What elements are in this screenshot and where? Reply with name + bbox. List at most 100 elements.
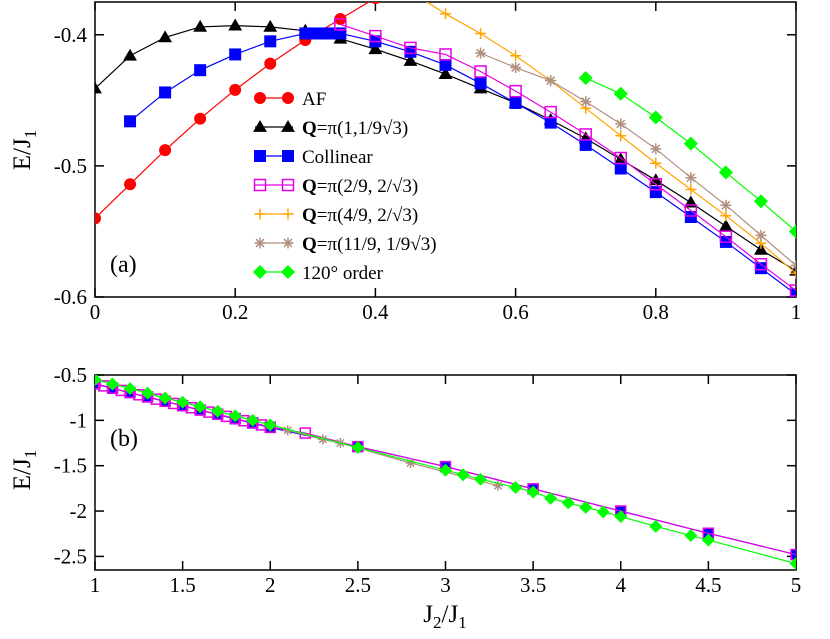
data-point-q2	[544, 105, 557, 119]
legend-item-collinear: Collinear	[254, 147, 373, 168]
series-q4	[282, 425, 504, 491]
data-point-o120	[789, 557, 796, 570]
data-point-q1	[403, 53, 418, 66]
panel-b-series	[95, 375, 796, 570]
legend-item-q3: Q=π(4/9, 2/√3)	[254, 205, 418, 226]
data-point-q4	[405, 457, 416, 468]
legend-label: Q=π(1,1/9√3)	[302, 118, 408, 139]
data-point-q1	[438, 67, 453, 80]
data-point-o120	[788, 224, 796, 239]
data-point-q4	[790, 260, 796, 272]
data-point-q1	[718, 219, 733, 232]
data-point-o120	[456, 468, 470, 482]
data-point-q4	[580, 96, 592, 108]
y-tick-label: -1	[70, 408, 88, 432]
data-point-q2	[404, 41, 417, 55]
data-point-o120	[683, 136, 698, 151]
data-point-q3	[475, 27, 487, 39]
data-point-collinear	[194, 64, 207, 77]
panel-b-label: (b)	[110, 426, 138, 452]
y-tick-label: -2.5	[54, 544, 87, 568]
series-o120	[578, 71, 796, 239]
data-point-o120	[596, 505, 610, 519]
data-point-collinear	[684, 211, 697, 224]
data-point-q3	[790, 267, 796, 279]
data-point-collinear	[579, 138, 592, 151]
x-tick-label: 4	[616, 573, 627, 597]
data-point-q4	[475, 47, 487, 59]
data-point-collinear	[790, 288, 796, 297]
x-tick-label: 1	[90, 573, 101, 597]
data-point-q1	[158, 30, 173, 43]
data-point-af	[95, 212, 101, 225]
legend-item-q4: Q=π(11/9, 1/9√3)	[254, 234, 437, 255]
data-point-collinear	[544, 116, 557, 129]
x-tick-label: 1	[791, 300, 802, 324]
data-point-o120	[193, 400, 207, 414]
data-point-q2	[509, 84, 522, 98]
data-point-o120	[701, 533, 715, 547]
legend-label: Collinear	[302, 147, 373, 168]
legend-label: Q=π(4/9, 2/√3)	[302, 205, 418, 226]
legend-label: AF	[302, 89, 326, 110]
data-point-o120	[474, 472, 488, 486]
data-point-q1	[754, 242, 768, 255]
x-tick-label: 1.5	[170, 573, 196, 597]
data-point-q4	[282, 425, 293, 436]
x-tick-label: 3.5	[520, 573, 546, 597]
data-point-q1	[228, 18, 243, 31]
data-point-q1	[368, 42, 383, 55]
data-point-q2	[790, 548, 796, 561]
data-point-q2	[474, 65, 487, 78]
legend-label: Q=π(2/9, 2/√3)	[302, 176, 418, 197]
data-point-o120	[141, 386, 155, 400]
series-collinear	[124, 27, 796, 297]
series-line-collinear	[129, 32, 796, 295]
legend-marker	[282, 150, 294, 162]
legend-marker	[254, 150, 266, 162]
legend-marker	[252, 264, 268, 280]
data-point-q3	[440, 8, 451, 20]
x-tick-label: 2	[265, 573, 276, 597]
data-point-af	[124, 178, 137, 191]
panel-a-frame	[94, 1, 797, 298]
data-point-o120	[176, 395, 190, 409]
legend-marker	[281, 119, 295, 132]
x-tick-label: 2.5	[345, 573, 371, 597]
data-point-q2	[95, 377, 101, 390]
x-tick-label: 0.2	[222, 300, 248, 324]
panel-b-ticks: 1 1.5 2 2.5 3 3.5 4 4.5 5 -0.5 -1 -1.5 -2 -2.5	[54, 363, 802, 597]
legend-marker	[282, 92, 294, 104]
data-point-af	[159, 144, 172, 157]
data-point-o120	[246, 413, 260, 427]
x-tick-label: 3	[440, 573, 451, 597]
panel-a-series	[95, 2, 796, 297]
data-point-collinear	[159, 86, 172, 99]
data-point-o120	[649, 520, 663, 533]
data-point-o120	[526, 485, 540, 499]
legend-marker	[253, 178, 267, 192]
data-point-collinear	[334, 27, 347, 40]
y-tick-label: -2	[70, 499, 88, 523]
data-point-q2	[439, 48, 452, 61]
series-q4	[475, 47, 796, 272]
data-point-o120	[351, 441, 365, 455]
x-tick-label: 0.4	[362, 300, 389, 324]
data-point-q2	[614, 151, 627, 165]
data-point-o120	[544, 491, 558, 505]
data-point-collinear	[439, 58, 452, 71]
legend-label: 120° order	[302, 263, 384, 284]
data-point-q2	[579, 128, 592, 141]
legend-marker	[281, 178, 295, 192]
data-point-o120	[228, 409, 242, 423]
panel-a-label: (a)	[110, 252, 137, 278]
legend-item-af: AF	[254, 89, 326, 110]
y-tick-label: -1.5	[54, 454, 87, 478]
y-tick-label: -0.6	[54, 285, 87, 309]
data-point-collinear	[649, 186, 662, 199]
data-point-o120	[753, 194, 768, 209]
data-point-q2	[719, 230, 733, 243]
data-point-o120	[509, 481, 523, 494]
panel-a-ticks: 0 0.2 0.4 0.6 0.8 1 -0.4 -0.5 -0.6	[54, 2, 802, 324]
